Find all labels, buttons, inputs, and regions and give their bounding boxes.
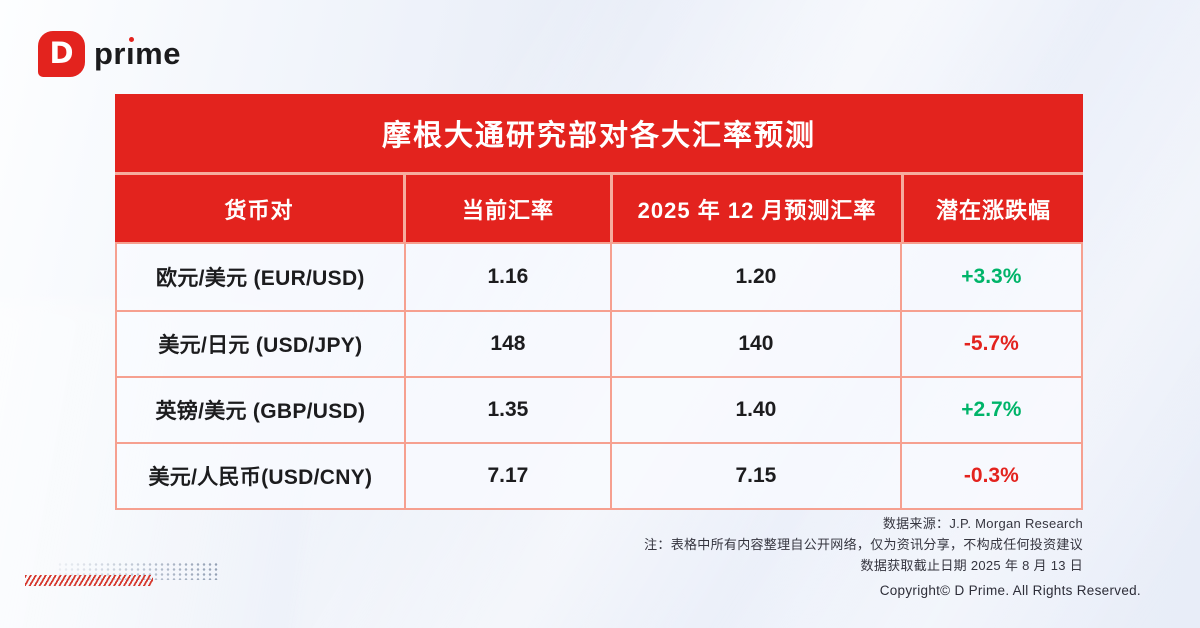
forecast-rate-cell: 7.15 — [610, 444, 900, 508]
pair-cell: 美元/人民币(USD/CNY) — [148, 466, 373, 489]
wordmark-text: ı — [126, 36, 136, 71]
fx-forecast-table: 摩根大通研究部对各大汇率预测 货币对 当前汇率 2025 年 12 月预测汇率 … — [115, 94, 1083, 510]
table-row: 美元/人民币(USD/CNY) 7.17 7.15 -0.3% — [117, 442, 1081, 508]
wordmark-text: me — [135, 36, 181, 71]
pair-cell: 美元/日元 (USD/JPY) — [158, 334, 363, 357]
wordmark-text: pr — [94, 36, 126, 71]
forecast-rate-cell: 1.40 — [610, 378, 900, 442]
current-rate-cell: 148 — [403, 312, 610, 376]
red-i-dot — [128, 37, 134, 42]
change-cell: +3.3% — [899, 244, 1081, 310]
wordmark-i: ı — [126, 36, 135, 72]
header-forecast-rate: 2025 年 12 月预测汇率 — [610, 175, 901, 242]
dprime-logo-icon: D — [38, 31, 85, 77]
cutoff-date-note: 数据获取截止日期 2025 年 8 月 13 日 — [860, 558, 1083, 573]
table-row: 英镑/美元 (GBP/USD) 1.35 1.40 +2.7% — [117, 376, 1081, 442]
current-rate-cell: 1.16 — [403, 244, 610, 310]
brand-logo: D pr ıme — [38, 31, 181, 77]
disclaimer-note: 注：表格中所有内容整理自公开网络，仅为资讯分享，不构成任何投资建议 — [644, 537, 1083, 552]
table-row: 欧元/美元 (EUR/USD) 1.16 1.20 +3.3% — [117, 244, 1081, 310]
table-title: 摩根大通研究部对各大汇率预测 — [115, 94, 1083, 172]
header-potential-change: 潜在涨跌幅 — [900, 175, 1083, 242]
change-cell: -5.7% — [899, 312, 1081, 376]
forecast-rate-cell: 140 — [610, 312, 900, 376]
pair-cell: 欧元/美元 (EUR/USD) — [156, 267, 365, 290]
forecast-rate-cell: 1.20 — [610, 244, 900, 310]
red-stripes-decoration — [25, 575, 153, 586]
copyright-text: Copyright© D Prime. All Rights Reserved. — [879, 583, 1141, 598]
pair-cell: 英镑/美元 (GBP/USD) — [155, 400, 366, 423]
current-rate-cell: 7.17 — [403, 444, 610, 508]
table-body: 欧元/美元 (EUR/USD) 1.16 1.20 +3.3% 美元/日元 (U… — [115, 242, 1083, 510]
logo-letter: D — [49, 36, 74, 70]
change-cell: +2.7% — [899, 378, 1081, 442]
table-row: 美元/日元 (USD/JPY) 148 140 -5.7% — [117, 310, 1081, 376]
table-header-row: 货币对 当前汇率 2025 年 12 月预测汇率 潜在涨跌幅 — [115, 172, 1083, 242]
header-current-rate: 当前汇率 — [402, 175, 610, 242]
change-cell: -0.3% — [899, 444, 1081, 508]
data-source-note: 数据来源：J.P. Morgan Research — [882, 516, 1083, 531]
brand-wordmark: pr ıme — [94, 36, 181, 72]
header-currency-pair: 货币对 — [224, 197, 294, 223]
current-rate-cell: 1.35 — [403, 378, 610, 442]
footnotes: 数据来源：J.P. Morgan Research 注：表格中所有内容整理自公开… — [644, 513, 1083, 576]
